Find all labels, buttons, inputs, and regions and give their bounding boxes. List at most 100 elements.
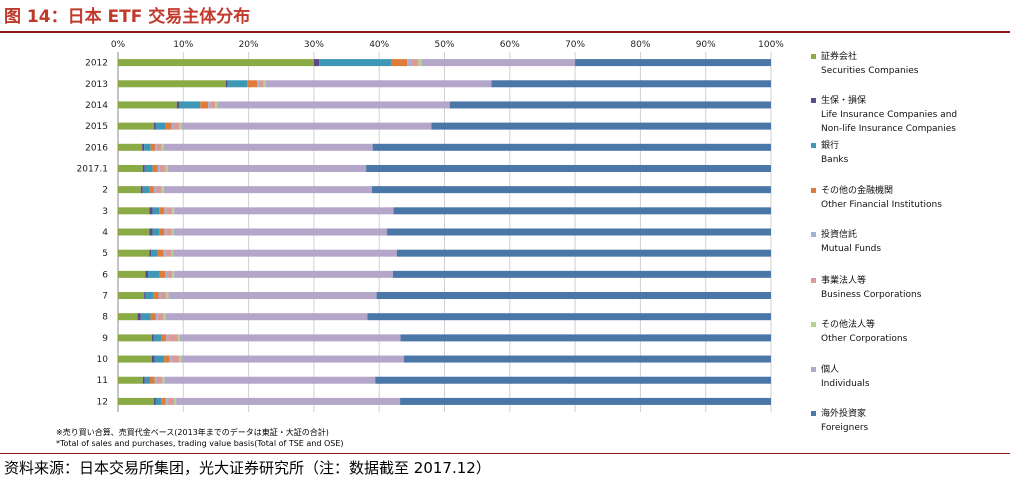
bar-segment-foreigners [400,334,771,342]
source-note: 资料来源：日本交易所集团，光大证券研究所（注：数据截至 2017.12） [4,459,491,477]
bar-segment-individuals [421,59,576,67]
y-tick-label: 6 [102,270,108,280]
bar-segment-mutual_funds [155,313,158,321]
bar-segment-other_corp [165,164,168,172]
bar-segment-business_corp [167,397,175,405]
bar-segment-mutual_funds [164,207,167,215]
bar-segment-foreigners [367,313,771,321]
bar-segment-insurance [142,164,145,172]
legend-item-other_corp: その他法人等 Other Corporations [811,318,908,344]
legend-label-en: Foreigners [821,423,869,433]
bar-segment-other_corp [172,270,175,278]
legend-label-jp: 海外投資家 [821,407,866,419]
bar-segment-other_financial [149,186,154,194]
y-tick-label: 2016 [85,143,108,153]
bar-segment-other_financial [161,397,166,405]
bar-segment-insurance [153,397,156,405]
bar-segment-foreigners [449,101,771,109]
bar-segment-other_corp [179,122,182,130]
bar-segment-insurance [149,249,152,257]
legend-label-en: Securities Companies [821,66,919,76]
y-tick-label: 2012 [85,59,108,69]
legend-label-jp: 個人 [821,363,839,375]
legend-label-en: Other Financial Institutions [821,200,942,210]
title-divider [0,31,1010,33]
legend-swatch [811,98,816,103]
legend-label-en: Business Corporations [821,290,922,300]
legend-swatch [811,232,816,237]
x-tick-label: 0% [111,40,126,50]
y-tick-label: 12 [97,397,108,407]
source-divider [0,453,1010,454]
bar-segment-foreigners [376,292,771,300]
bar-segment-individuals [181,355,404,363]
bar-segment-other_financial [150,143,156,151]
legend-label-en: Mutual Funds [821,244,881,254]
bar-segment-individuals [173,228,388,236]
bar-segment-securities [118,143,143,151]
bar-segment-securities [118,164,143,172]
bar-segment-insurance [144,292,146,300]
bar-segment-individuals [173,249,397,257]
bar-segment-other_corp [172,207,175,215]
legend-label-jp: 証券会社 [821,50,857,62]
x-tick-label: 40% [369,40,389,50]
y-tick-label: 9 [102,334,108,344]
bar-segment-individuals [217,101,450,109]
bar-segment-business_corp [165,249,172,257]
legend-swatch [811,54,816,59]
legend-label-en: Non-life Insurance Companies [821,124,956,134]
bar-segment-other_corp [174,397,177,405]
bar-segment-securities [118,313,138,321]
bar-segment-securities [118,122,154,130]
bar-segment-business_corp [210,101,216,109]
bar-segment-mutual_funds [165,270,167,278]
legend-item-insurance: 生保・損保 Life Insurance Companies and Non-lif… [811,94,957,134]
bar-segment-mutual_funds [169,355,172,363]
y-tick-label: 11 [97,376,108,386]
x-tick-label: 80% [630,40,650,50]
y-tick-label: 4 [102,228,108,238]
bar-segment-foreigners [393,207,771,215]
bar-segment-individuals [165,313,368,321]
bar-segment-other_corp [418,59,422,67]
legend-item-banks: 銀行 Banks [811,139,849,165]
bar-segment-foreigners [400,397,771,405]
legend-label-jp: 投資信託 [821,228,857,240]
y-tick-label: 3 [102,207,108,217]
bar-segment-securities [118,59,314,67]
stacked-bar-chart: 0% 10% 20% 30% 40% 50% 60% 70% 80% 90% 100% 201220… [77,40,784,412]
bar-segment-other_financial [247,80,258,88]
bar-segment-securities [118,292,145,300]
bar-segment-individuals [176,397,401,405]
legend-swatch [811,143,816,148]
legend-label-en: Individuals [821,379,870,389]
bar-segment-individuals [265,80,492,88]
legend-label-jp: その他の金融機関 [821,184,893,196]
bar-segment-insurance [145,270,149,278]
legend-label-jp: 生保・損保 [821,94,866,106]
chart-title: 图 14：日本 ETF 交易主体分布 [4,7,251,27]
bar-segment-other_corp [179,355,182,363]
bar-segment-other_corp [171,228,174,236]
y-tick-label: 2014 [85,101,108,111]
x-tick-label: 90% [696,40,716,50]
bar-segment-banks [148,270,160,278]
legend-swatch [811,411,816,416]
bar-segment-individuals [181,122,432,130]
bar-segment-insurance [313,59,320,67]
bar-segment-insurance [151,334,154,342]
bar-segment-insurance [137,313,141,321]
bar-segment-securities [118,186,141,194]
bar-segment-insurance [149,207,153,215]
bar-segment-mutual_funds [165,397,168,405]
bar-segment-business_corp [171,355,180,363]
bar-segment-securities [118,355,152,363]
bar-segment-securities [118,249,150,257]
x-tick-label: 100% [758,40,784,50]
bar-segment-insurance [176,101,180,109]
bar-segment-other_corp [163,313,166,321]
bar-segment-business_corp [259,80,264,88]
bar-segment-banks [151,249,158,257]
bar-segment-mutual_funds [166,334,169,342]
